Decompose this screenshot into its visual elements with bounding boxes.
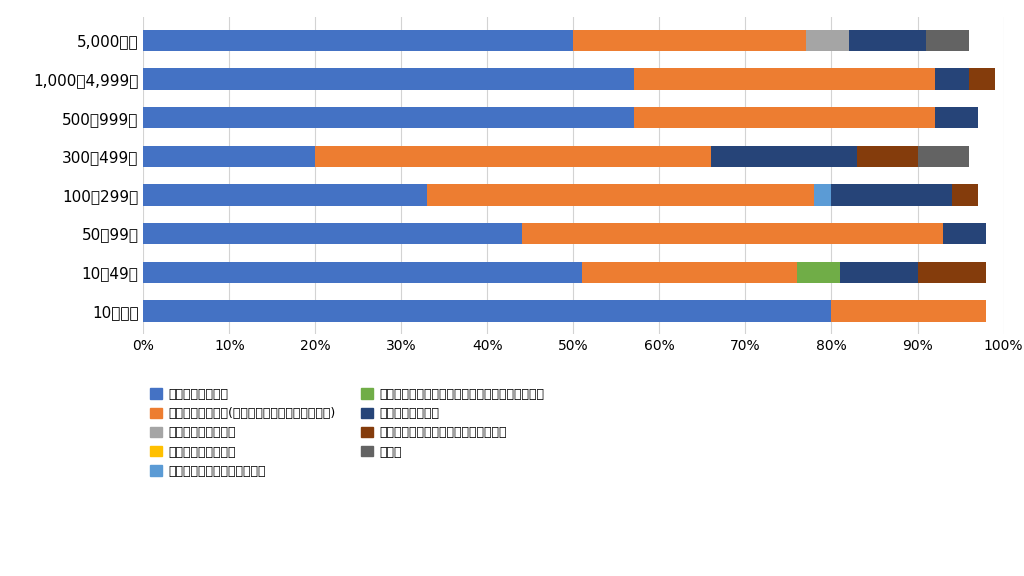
Bar bbox=[806, 30, 849, 51]
Bar bbox=[634, 69, 935, 90]
Bar bbox=[840, 262, 918, 283]
Bar bbox=[582, 262, 797, 283]
Bar bbox=[831, 300, 986, 321]
Bar bbox=[143, 30, 573, 51]
Bar bbox=[918, 146, 969, 167]
Bar bbox=[849, 30, 926, 51]
Bar bbox=[143, 146, 315, 167]
Bar bbox=[935, 107, 978, 128]
Bar bbox=[573, 30, 806, 51]
Bar bbox=[427, 184, 814, 206]
Bar bbox=[711, 146, 857, 167]
Bar bbox=[797, 262, 840, 283]
Bar bbox=[969, 69, 995, 90]
Bar bbox=[814, 184, 831, 206]
Bar bbox=[952, 184, 978, 206]
Bar bbox=[143, 184, 427, 206]
Bar bbox=[634, 107, 935, 128]
Bar bbox=[143, 300, 831, 321]
Bar bbox=[943, 223, 986, 244]
Bar bbox=[831, 184, 952, 206]
Bar bbox=[315, 146, 711, 167]
Bar bbox=[522, 223, 943, 244]
Bar bbox=[926, 30, 969, 51]
Bar bbox=[918, 262, 986, 283]
Legend: 全社導入している, 一部の部署で導入(出社組とテレワーク組がいる), 導入に向けて対応中, 導入に向けて検討中, 導入していないが検討したい, テスト導入したこ: 全社導入している, 一部の部署で導入(出社組とテレワーク組がいる), 導入に向け… bbox=[150, 388, 545, 478]
Bar bbox=[143, 223, 522, 244]
Bar bbox=[935, 69, 969, 90]
Bar bbox=[143, 69, 634, 90]
Bar bbox=[143, 262, 582, 283]
Bar bbox=[143, 107, 634, 128]
Bar bbox=[857, 146, 918, 167]
